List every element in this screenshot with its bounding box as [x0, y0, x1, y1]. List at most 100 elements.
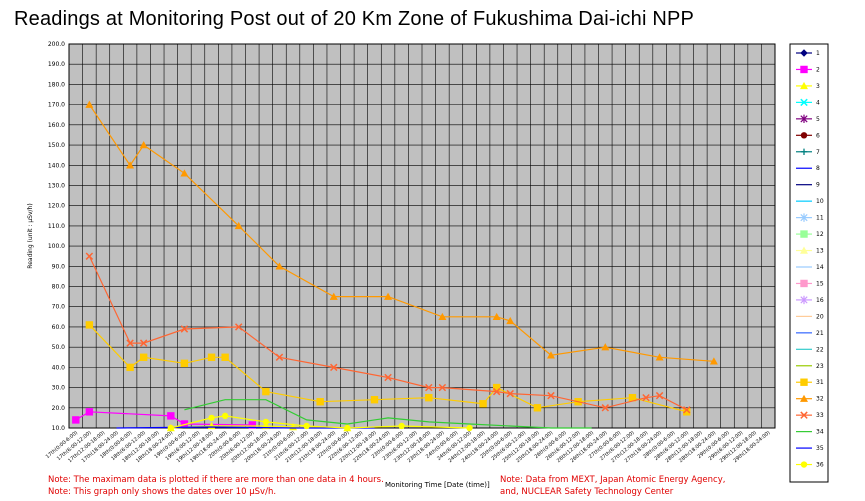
legend-marker-7: [800, 148, 808, 155]
x-axis-label: Monitoring Time [Date (time)]: [385, 481, 490, 489]
data-point-32: [85, 100, 94, 108]
y-tick-label: 110.0: [48, 223, 65, 230]
data-point-33: [642, 393, 650, 402]
y-tick-label: 140.0: [48, 162, 65, 169]
y-tick-label: 30.0: [52, 385, 66, 392]
data-point-36: [398, 422, 405, 430]
y-tick-label: 100.0: [48, 243, 65, 250]
y-tick-label: 80.0: [52, 284, 66, 291]
y-tick-label: 170.0: [48, 102, 65, 109]
legend-marker-2: [800, 65, 808, 74]
y-tick-label: 130.0: [48, 182, 65, 189]
data-point-36: [262, 418, 270, 426]
legend-label-7: 7: [816, 149, 820, 156]
data-point-32: [180, 169, 189, 177]
data-point-32: [492, 312, 501, 321]
data-point-31: [683, 408, 691, 416]
data-point-33: [330, 363, 338, 372]
legend-box: [789, 43, 829, 483]
legend-label-22: 22: [816, 346, 824, 353]
y-axis-label: Reading (unit : μSv/h): [27, 203, 34, 268]
legend-label-34: 34: [816, 429, 824, 436]
legend-label-15: 15: [816, 280, 824, 287]
data-point-36: [167, 424, 175, 432]
legend-label-2: 2: [816, 66, 820, 73]
data-point-33: [683, 406, 691, 414]
chart-title: Readings at Monitoring Post out of 20 Km…: [14, 8, 695, 30]
legend-marker-33: [800, 411, 808, 419]
legend-marker-15: [800, 279, 808, 288]
legend-label-1: 1: [816, 50, 820, 57]
data-point-33: [85, 252, 94, 260]
data-point-31: [139, 353, 148, 361]
legend-label-4: 4: [816, 99, 820, 106]
data-point-31: [479, 400, 487, 408]
series-line-31: [88, 324, 687, 413]
data-point-31: [370, 396, 379, 404]
data-point-36: [208, 414, 215, 422]
data-point-31: [180, 359, 189, 368]
legend-label-11: 11: [816, 215, 824, 222]
legend-label-32: 32: [816, 396, 824, 403]
data-point-33: [139, 339, 148, 347]
y-tick-label: 10.0: [52, 425, 66, 432]
data-point-31: [221, 353, 229, 361]
legend-marker-4: [800, 98, 808, 107]
data-point-36: [221, 412, 229, 420]
legend-label-31: 31: [816, 379, 824, 386]
note-threshold: Note: This graph only shows the dates ov…: [48, 487, 277, 497]
data-point-2: [72, 416, 80, 424]
data-point-33: [492, 387, 501, 396]
legend-marker-12: [800, 230, 808, 238]
legend-marker-36: [800, 461, 808, 468]
legend-label-33: 33: [816, 412, 824, 419]
legend-marker-3: [800, 81, 808, 90]
y-tick-label: 160.0: [48, 122, 65, 129]
legend-marker-1: [800, 49, 808, 57]
y-tick-label: 190.0: [48, 61, 65, 68]
legend-label-10: 10: [816, 198, 824, 205]
data-point-31: [425, 393, 433, 402]
data-point-31: [262, 387, 270, 396]
legend-label-23: 23: [816, 363, 824, 370]
legend-label-13: 13: [816, 248, 824, 255]
data-point-36: [466, 424, 473, 432]
data-point-32: [384, 292, 393, 300]
data-point-31: [85, 321, 94, 329]
y-tick-label: 40.0: [52, 364, 66, 371]
data-point-33: [601, 404, 610, 412]
legend-marker-13: [800, 246, 808, 254]
y-tick-label: 20.0: [52, 405, 66, 412]
data-point-33: [234, 323, 243, 331]
legend-marker-32: [800, 394, 808, 402]
data-point-32: [275, 262, 284, 270]
note-max-data: Note: The maximam data is plotted if the…: [48, 475, 384, 485]
legend-label-3: 3: [816, 83, 820, 90]
note-source-cont: and, NUCLEAR Safety Technology Center: [500, 487, 674, 497]
data-point-31: [207, 353, 216, 361]
data-point-32: [234, 221, 243, 230]
legend-label-14: 14: [816, 264, 824, 271]
legend-marker-16: [800, 295, 808, 305]
data-point-33: [506, 389, 514, 398]
data-point-2: [85, 408, 94, 416]
legend-label-6: 6: [816, 132, 820, 139]
series-line-34: [184, 399, 592, 429]
data-point-32: [126, 161, 135, 169]
legend-label-35: 35: [816, 445, 824, 452]
data-point-33: [438, 383, 447, 392]
y-tick-label: 70.0: [52, 304, 66, 311]
series-line-35: [116, 426, 375, 429]
data-point-33: [547, 391, 555, 400]
legend-label-9: 9: [816, 182, 820, 189]
y-tick-label: 150.0: [48, 142, 65, 149]
data-point-36: [303, 422, 310, 430]
y-tick-label: 200.0: [48, 41, 65, 48]
legend-marker-6: [800, 132, 808, 139]
legend-label-20: 20: [816, 313, 824, 320]
data-point-33: [384, 373, 392, 382]
data-point-33: [126, 339, 134, 347]
legend-label-16: 16: [816, 297, 824, 304]
legend-label-36: 36: [816, 462, 824, 469]
